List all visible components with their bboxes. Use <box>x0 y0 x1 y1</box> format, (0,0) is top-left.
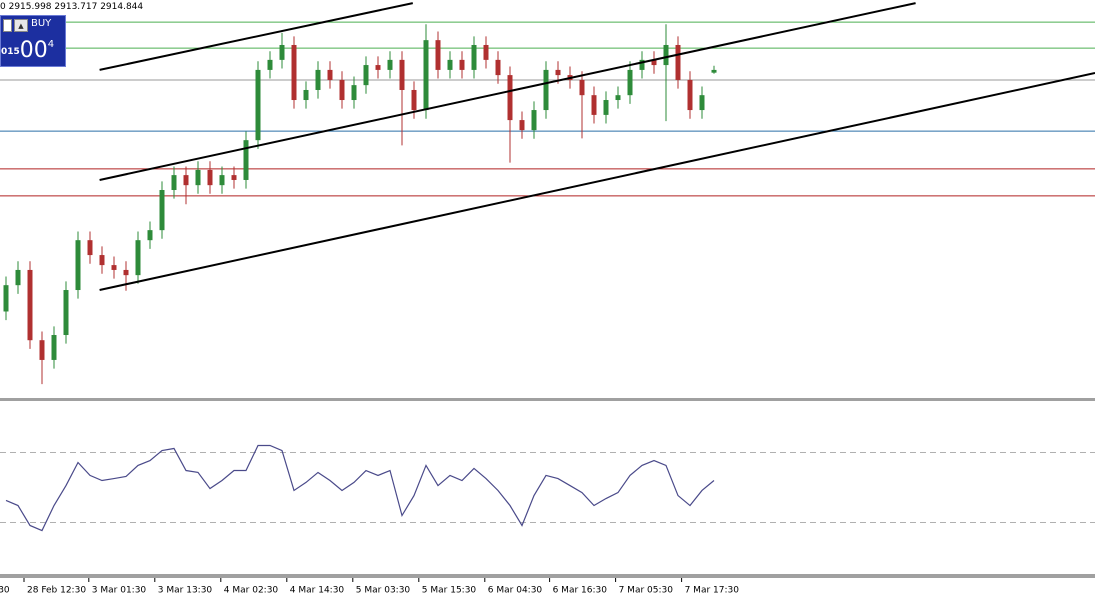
candle-body <box>447 59 453 70</box>
trend-line <box>99 72 1095 291</box>
candle-body <box>615 95 621 101</box>
x-tick-label: 6 Mar 16:30 <box>553 586 608 596</box>
candle-body <box>591 95 597 115</box>
candle-body <box>315 69 321 90</box>
candle-body <box>687 79 693 111</box>
candle-body <box>543 69 549 111</box>
x-tick-label: 7 Mar 05:30 <box>619 586 674 596</box>
candle-body <box>255 69 261 141</box>
x-tick-label: 5 Mar 15:30 <box>422 586 477 596</box>
candle-body <box>411 89 417 111</box>
candle-body <box>159 190 165 231</box>
x-tick-label: 4 Mar 02:30 <box>224 586 279 596</box>
candle-body <box>111 265 117 270</box>
one-click-panel: ▲ BUY 015004 <box>0 15 66 67</box>
buy-price: 015004 <box>1 38 54 63</box>
candle-body <box>219 175 225 186</box>
candle-body <box>351 85 357 101</box>
lot-dropdown[interactable] <box>3 19 12 32</box>
candle-body <box>147 230 153 241</box>
candle-body <box>243 140 249 180</box>
panel-separator <box>0 398 1095 401</box>
candle-body <box>495 59 501 76</box>
price-small: 015 <box>1 47 20 57</box>
candle-body <box>27 269 33 341</box>
candle-body <box>207 169 213 186</box>
candle-body <box>663 44 669 66</box>
candle-body <box>507 75 513 121</box>
candle-body <box>519 120 525 131</box>
candle-body <box>639 59 645 70</box>
candle-body <box>387 59 393 70</box>
indicator-line <box>5 444 715 532</box>
candle-body <box>135 240 141 276</box>
candle-body <box>555 69 561 76</box>
candle-body <box>675 44 681 80</box>
candle-body <box>399 59 405 90</box>
trend-line <box>99 2 916 181</box>
candle-body <box>651 59 657 66</box>
panel-separator <box>0 574 1095 578</box>
candle-body <box>471 44 477 70</box>
candle-body <box>87 240 93 256</box>
candle-body <box>231 175 237 180</box>
price-sup: 4 <box>47 39 55 50</box>
candle-body <box>375 65 381 70</box>
trend-line <box>99 2 414 71</box>
buy-button[interactable]: BUY <box>31 18 52 29</box>
candle-body <box>699 95 705 111</box>
candle-body <box>459 59 465 70</box>
candle-body <box>327 69 333 80</box>
candle-body <box>531 110 537 131</box>
candle-body <box>3 285 9 312</box>
candle-body <box>483 44 489 60</box>
candle-body <box>627 69 633 96</box>
candle-body <box>303 89 309 101</box>
x-tick-label: 6 Mar 04:30 <box>488 586 543 596</box>
candle-body <box>171 175 177 191</box>
candle-body <box>423 40 429 111</box>
candle-body <box>339 79 345 101</box>
candle-body <box>75 240 81 291</box>
x-tick-label: 4 Mar 14:30 <box>290 586 345 596</box>
x-tick-label: 30 <box>0 586 10 596</box>
x-tick-label: 5 Mar 03:30 <box>356 586 411 596</box>
candle-body <box>603 100 609 115</box>
candle-body <box>291 44 297 101</box>
candle-body <box>183 175 189 186</box>
candle-body <box>363 65 369 86</box>
candle-body <box>99 255 105 266</box>
candle-body <box>63 290 69 336</box>
candle-body <box>15 269 21 286</box>
x-tick-label: 3 Mar 01:30 <box>92 586 147 596</box>
x-tick-label: 28 Feb 12:30 <box>27 586 86 596</box>
ohlc-readout: 0 2915.998 2913.717 2914.844 <box>0 2 144 12</box>
x-tick-label: 3 Mar 13:30 <box>158 586 213 596</box>
candle-body <box>435 40 441 70</box>
lot-arrow[interactable]: ▲ <box>14 19 28 32</box>
candle-body <box>579 79 585 96</box>
candle-body <box>267 59 273 70</box>
candle-body <box>51 335 57 360</box>
x-tick-label: 7 Mar 17:30 <box>685 586 740 596</box>
candle-body <box>711 69 717 73</box>
candle-body <box>123 269 129 276</box>
candle-body <box>195 169 201 186</box>
candle-body <box>279 44 285 60</box>
price-big: 00 <box>19 38 48 63</box>
candle-body <box>39 340 45 360</box>
